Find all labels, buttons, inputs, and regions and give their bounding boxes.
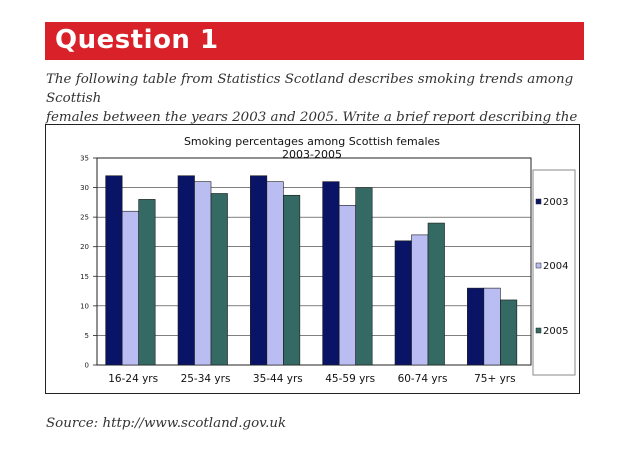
x-tick-label: 25-34 yrs (181, 373, 231, 385)
y-tick-label: 20 (80, 243, 89, 251)
bar-2003-2 (250, 175, 268, 366)
y-tick-label: 30 (80, 184, 89, 192)
bar-2004-0 (121, 210, 139, 366)
x-tick-label: 75+ yrs (474, 373, 516, 385)
y-tick-label: 15 (80, 273, 89, 281)
bar-2005-1 (210, 193, 228, 366)
bar-2003-4 (394, 240, 412, 366)
bar-2003-5 (467, 287, 485, 366)
bar-2004-5 (483, 287, 501, 366)
prompt-line-1: The following table from Statistics Scot… (46, 72, 574, 106)
legend-swatch-2005 (535, 327, 542, 334)
bar-2003-3 (322, 181, 340, 366)
question-banner: Question 1 (45, 22, 584, 60)
y-tick-label: 5 (85, 332, 89, 340)
bar-2005-4 (427, 222, 445, 366)
legend-label-2003: 2003 (543, 197, 568, 208)
source-citation: Source: http://www.scotland.gov.uk (46, 416, 287, 431)
bar-chart: 0 5 10 15 20 25 30 35 16-24 yrs 25-34 yrs 35-44 y… (80, 135, 576, 385)
y-tick-label: 0 (85, 362, 89, 370)
x-tick-label: 16-24 yrs (108, 373, 158, 385)
bar-2004-2 (266, 181, 284, 366)
bar-2005-2 (283, 194, 301, 366)
chart-frame: 0 5 10 15 20 25 30 35 16-24 yrs 25-34 yrs 35-44 y… (45, 124, 580, 394)
y-tick-label: 35 (80, 155, 89, 163)
y-tick-label: 25 (80, 214, 89, 222)
chart-title-line-2: 2003-2005 (282, 148, 342, 161)
plot-area (96, 157, 532, 366)
bar-2004-4 (411, 234, 429, 366)
x-tick-label: 35-44 yrs (253, 373, 303, 385)
chart-title-line-1: Smoking percentages among Scottish femal… (184, 135, 440, 148)
y-tick-label: 10 (80, 302, 89, 310)
legend-swatch-2003 (535, 198, 542, 205)
legend-label-2004: 2004 (543, 261, 568, 272)
bar-2003-1 (177, 175, 195, 366)
bar-2004-3 (338, 205, 356, 366)
bar-2005-3 (355, 187, 373, 366)
bar-2005-0 (138, 199, 156, 366)
bar-2003-0 (105, 175, 123, 366)
legend-swatch-2004 (535, 262, 542, 269)
legend-label-2005: 2005 (543, 326, 568, 337)
x-tick-label: 60-74 yrs (398, 373, 448, 385)
question-heading: Question 1 (55, 25, 219, 55)
bar-2005-5 (500, 299, 518, 366)
x-tick-label: 45-59 yrs (325, 373, 375, 385)
bar-2004-1 (194, 181, 212, 366)
